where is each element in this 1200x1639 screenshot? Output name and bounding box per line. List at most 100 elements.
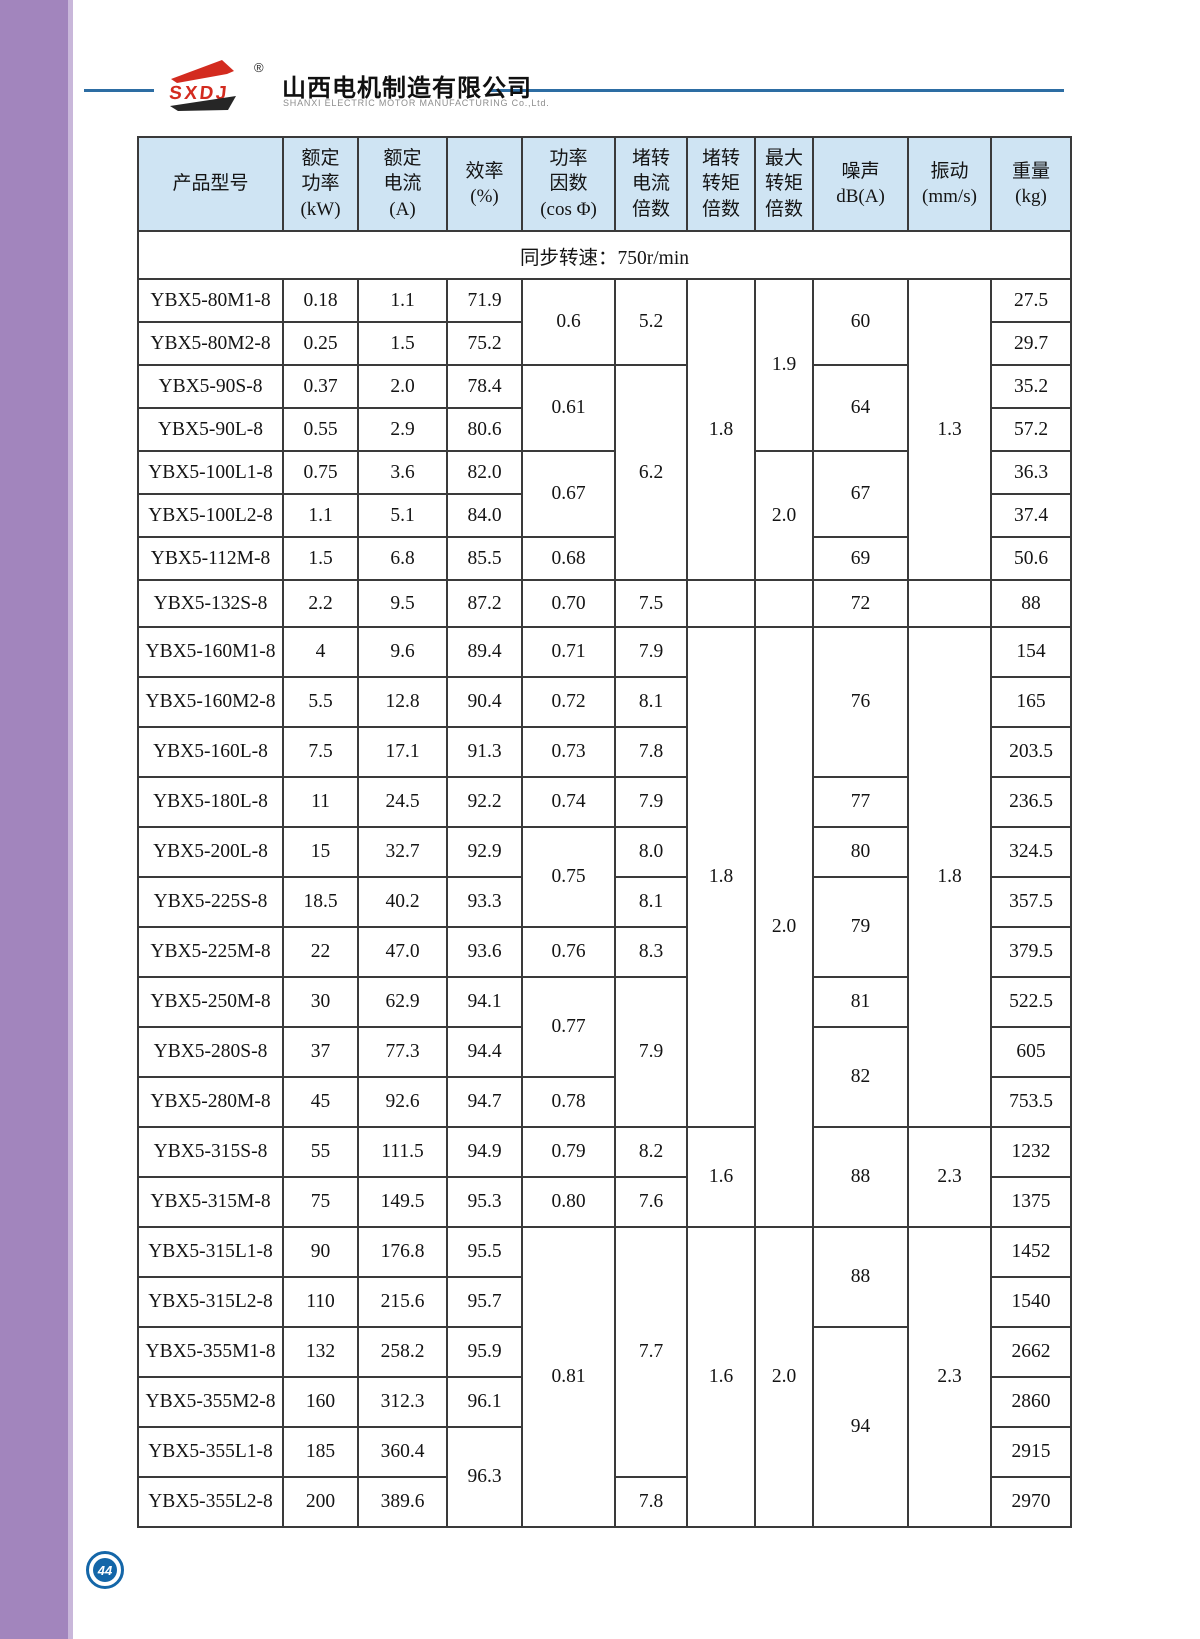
- value-cell: 95.5: [446, 1226, 523, 1278]
- table-row: YBX5-200L-8 15 32.7 92.9 0.75 8.0 80 324.5: [137, 826, 1072, 928]
- model-cell: YBX5-160M2-8: [137, 676, 284, 728]
- value-cell: 79: [812, 876, 909, 978]
- table-row: YBX5-160M2-8 5.5 12.8 90.4 0.72 8.1 165: [137, 676, 1072, 728]
- value-cell: 2.3: [907, 1126, 992, 1228]
- value-cell: 45: [282, 1076, 359, 1128]
- value-cell: 0.55: [282, 407, 359, 452]
- table-row: YBX5-80M2-8 0.25 1.5 75.2 29.7: [137, 321, 1072, 366]
- value-cell: 62.9: [357, 976, 448, 1028]
- value-cell: 1.5: [282, 536, 359, 581]
- value-cell: 1540: [990, 1276, 1072, 1328]
- value-cell: 77: [812, 776, 909, 828]
- value-cell: 2662: [990, 1326, 1072, 1378]
- table-row: YBX5-112M-8 1.5 6.8 85.5 0.68 69 50.6: [137, 536, 1072, 581]
- column-header-8: 噪声 dB(A): [812, 136, 909, 232]
- value-cell: 0.76: [521, 926, 616, 978]
- header-rule-left: [84, 89, 154, 92]
- value-cell: 7.7: [614, 1226, 688, 1478]
- value-cell: 18.5: [282, 876, 359, 928]
- model-cell: YBX5-200L-8: [137, 826, 284, 878]
- value-cell: 94.4: [446, 1026, 523, 1078]
- value-cell: 160: [282, 1376, 359, 1428]
- value-cell: 0.67: [521, 450, 616, 538]
- value-cell: 93.6: [446, 926, 523, 978]
- value-cell: 89.4: [446, 626, 523, 678]
- model-cell: YBX5-160L-8: [137, 726, 284, 778]
- logo-swoosh-shape: [170, 96, 236, 111]
- value-cell: 32.7: [357, 826, 448, 878]
- table-row: YBX5-355L1-8 185 360.4 96.3 2915: [137, 1426, 1072, 1528]
- table-row: YBX5-355M1-8 132 258.2 95.9 94 2662: [137, 1326, 1072, 1528]
- value-cell: 389.6: [357, 1476, 448, 1528]
- column-header-5: 堵转 电流 倍数: [614, 136, 688, 232]
- value-cell: 3.6: [357, 450, 448, 495]
- value-cell: 85.5: [446, 536, 523, 581]
- value-cell: 605: [990, 1026, 1072, 1078]
- model-cell: YBX5-355M1-8: [137, 1326, 284, 1378]
- value-cell: 5.5: [282, 676, 359, 728]
- value-cell: 2.0: [357, 364, 448, 409]
- value-cell: 2970: [990, 1476, 1072, 1528]
- brand-logo-text: SXDJ: [168, 83, 230, 104]
- value-cell: 37.4: [990, 493, 1072, 538]
- model-cell: YBX5-160M1-8: [137, 626, 284, 678]
- value-cell: 2860: [990, 1376, 1072, 1428]
- value-cell: 1452: [990, 1226, 1072, 1278]
- model-cell: YBX5-100L1-8: [137, 450, 284, 495]
- logo-roof-shape: [171, 60, 234, 83]
- table-row: YBX5-225M-8 22 47.0 93.6 0.76 8.3 379.5: [137, 926, 1072, 978]
- value-cell: 0.71: [521, 626, 616, 678]
- value-cell: 76: [812, 626, 909, 778]
- table-row: YBX5-160L-8 7.5 17.1 91.3 0.73 7.8 203.5: [137, 726, 1072, 778]
- value-cell: 11: [282, 776, 359, 828]
- column-header-1: 额定 功率 (kW): [282, 136, 359, 232]
- model-cell: YBX5-100L2-8: [137, 493, 284, 538]
- value-cell: 324.5: [990, 826, 1072, 878]
- value-cell: 57.2: [990, 407, 1072, 452]
- value-cell: 185: [282, 1426, 359, 1478]
- value-cell: 8.0: [614, 826, 688, 878]
- value-cell: 154: [990, 626, 1072, 678]
- value-cell: 753.5: [990, 1076, 1072, 1128]
- column-header-10: 重量 (kg): [990, 136, 1072, 232]
- value-cell: 84.0: [446, 493, 523, 538]
- value-cell: 0.72: [521, 676, 616, 728]
- value-cell: 0.74: [521, 776, 616, 828]
- value-cell: 0.81: [521, 1226, 616, 1528]
- table-row: YBX5-250M-8 30 62.9 94.1 0.77 7.9 81 522.5: [137, 976, 1072, 1128]
- value-cell: 96.3: [446, 1426, 523, 1528]
- value-cell: 132: [282, 1326, 359, 1378]
- value-cell: 75: [282, 1176, 359, 1228]
- value-cell: 1.6: [686, 1226, 756, 1528]
- value-cell: 64: [812, 364, 909, 452]
- page-number-badge: 44: [86, 1551, 124, 1589]
- column-header-3: 效率 (%): [446, 136, 523, 232]
- value-cell: 215.6: [357, 1276, 448, 1328]
- value-cell: 1232: [990, 1126, 1072, 1178]
- model-cell: YBX5-225M-8: [137, 926, 284, 978]
- table-row: YBX5-132S-8 2.2 9.5 87.2 0.70 7.5 72 88: [137, 579, 1072, 628]
- value-cell: 1.6: [686, 1126, 756, 1228]
- value-cell: 90: [282, 1226, 359, 1278]
- table-row: YBX5-355M2-8 160 312.3 96.1 2860: [137, 1376, 1072, 1428]
- value-cell: 1.9: [754, 278, 814, 452]
- table-row: YBX5-280S-8 37 77.3 94.4 82 605: [137, 1026, 1072, 1128]
- value-cell: 6.2: [614, 364, 688, 581]
- value-cell: 8.3: [614, 926, 688, 978]
- value-cell: 258.2: [357, 1326, 448, 1378]
- company-name-en: SHANXI ELECTRIC MOTOR MANUFACTURING Co.,…: [283, 98, 550, 108]
- value-cell: 81: [812, 976, 909, 1028]
- value-cell: 96.1: [446, 1376, 523, 1428]
- value-cell: 71.9: [446, 278, 523, 323]
- model-cell: YBX5-280S-8: [137, 1026, 284, 1078]
- company-name-cn: 山西电机制造有限公司: [282, 75, 532, 102]
- value-cell: 200: [282, 1476, 359, 1528]
- table-row: YBX5-100L2-8 1.1 5.1 84.0 37.4: [137, 493, 1072, 538]
- model-cell: YBX5-315L1-8: [137, 1226, 284, 1278]
- table-row: YBX5-90L-8 0.55 2.9 80.6 57.2: [137, 407, 1072, 452]
- value-cell: 0.18: [282, 278, 359, 323]
- value-cell: 80.6: [446, 407, 523, 452]
- value-cell: 15: [282, 826, 359, 878]
- value-cell: 2.0: [754, 626, 814, 1228]
- column-header-2: 额定 电流 (A): [357, 136, 448, 232]
